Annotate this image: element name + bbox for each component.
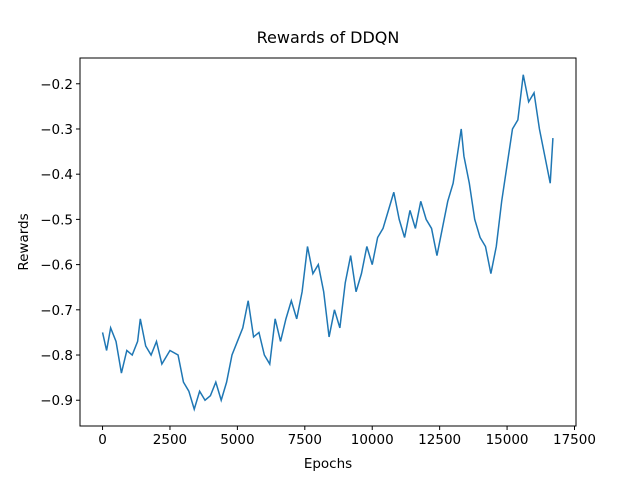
y-tick-label: −0.5 <box>40 212 73 228</box>
x-tick-label: 5000 <box>220 432 254 448</box>
y-tick-label: −0.8 <box>40 348 73 364</box>
y-tick-label: −0.2 <box>40 77 73 93</box>
x-tick-label: 12500 <box>418 432 461 448</box>
y-tick-label: −0.7 <box>40 303 73 319</box>
plot-frame <box>79 57 577 427</box>
x-tick-label: 2500 <box>153 432 187 448</box>
x-tick-label: 0 <box>98 432 107 448</box>
y-tick-label: −0.9 <box>40 393 73 409</box>
x-axis-label: Epochs <box>304 456 352 472</box>
x-tick-label: 17500 <box>553 432 596 448</box>
x-tick-label: 7500 <box>288 432 322 448</box>
x-tick-label: 15000 <box>486 432 529 448</box>
y-tick-label: −0.4 <box>40 167 73 183</box>
x-tick-label: 10000 <box>351 432 394 448</box>
y-tick-label: −0.6 <box>40 258 73 274</box>
chart-title: Rewards of DDQN <box>257 28 400 47</box>
data-line <box>101 74 554 412</box>
y-axis-label: Rewards <box>16 213 32 270</box>
y-tick-label: −0.3 <box>40 122 73 138</box>
